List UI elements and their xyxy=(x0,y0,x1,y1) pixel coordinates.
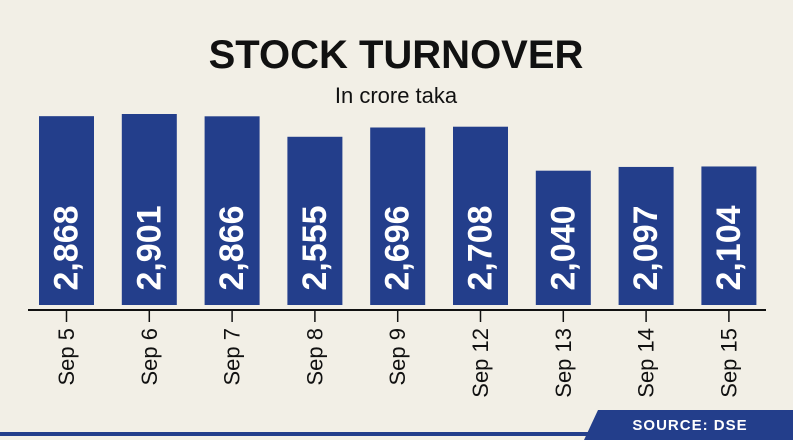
chart-subtitle: In crore taka xyxy=(335,83,458,108)
x-tick-label: Sep 6 xyxy=(137,328,162,386)
x-tick-label: Sep 7 xyxy=(220,328,245,386)
bar-value-label: 2,696 xyxy=(379,205,417,290)
bar-value-label: 2,104 xyxy=(710,205,748,290)
x-tick-label: Sep 13 xyxy=(551,328,576,398)
bar-value-label: 2,040 xyxy=(544,205,582,290)
bar-sep-7 xyxy=(204,116,260,305)
x-tick-label: Sep 8 xyxy=(302,328,327,386)
chart-title: STOCK TURNOVER xyxy=(209,33,584,77)
x-tick-label: Sep 9 xyxy=(385,328,410,386)
bar-value-label: 2,555 xyxy=(296,205,334,290)
source-footer: SOURCE: DSE xyxy=(0,410,793,440)
bar-sep-12 xyxy=(453,126,508,305)
x-tick-label: Sep 5 xyxy=(54,328,79,386)
bar-value-label: 2,866 xyxy=(213,205,251,290)
bar-sep-6 xyxy=(121,114,177,305)
bar-value-label: 2,708 xyxy=(462,205,500,290)
x-ticks-group: Sep 5 Sep 6 Sep 7 Sep 8 Sep 9 Sep 12 Sep 13 Sep… xyxy=(54,310,741,398)
bars-group: 2,868 2,901 2,866 2,555 2,696 2,708 2,040 2,097… xyxy=(39,114,757,305)
bar-sep-5 xyxy=(39,116,94,305)
x-tick-label: Sep 14 xyxy=(634,328,659,398)
source-label: SOURCE: DSE xyxy=(632,417,747,434)
bar-value-label: 2,868 xyxy=(48,205,86,290)
x-tick-label: Sep 12 xyxy=(468,328,493,398)
bar-sep-8 xyxy=(287,136,343,305)
bar-value-label: 2,901 xyxy=(130,205,168,290)
bar-sep-15 xyxy=(701,166,757,305)
bar-sep-14 xyxy=(618,166,674,305)
bar-sep-9 xyxy=(370,127,426,305)
source-banner xyxy=(584,410,793,440)
x-tick-label: Sep 15 xyxy=(716,328,741,398)
bar-value-label: 2,097 xyxy=(627,205,665,290)
bar-sep-13 xyxy=(535,170,591,305)
